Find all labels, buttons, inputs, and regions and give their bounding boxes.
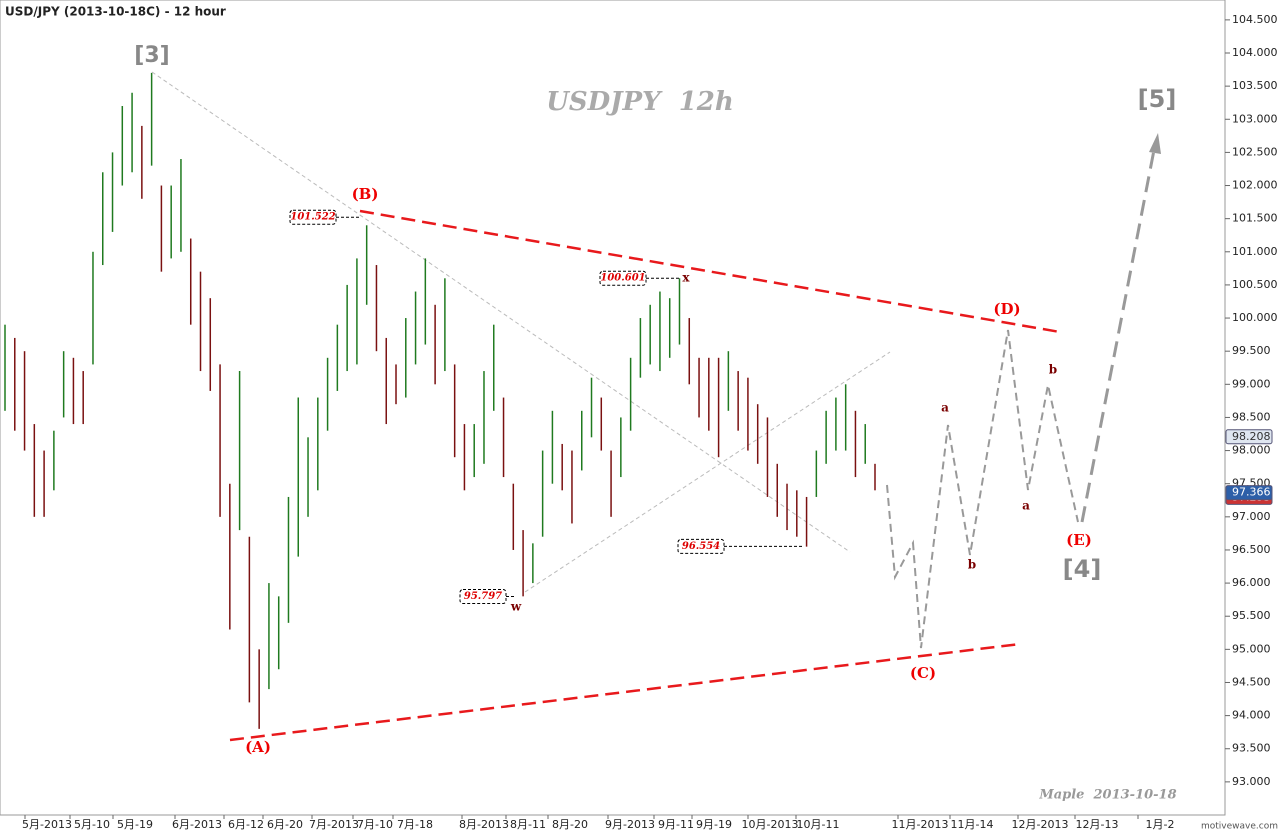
y-tick-label: 102.000 [1232,179,1278,192]
y-tick-label: 93.500 [1232,742,1271,755]
x-tick-label: 10月-11 [797,818,840,831]
x-tick-label: 6月-2013 [172,818,222,831]
x-tick-label: 10月-2013 [742,818,799,831]
x-tick-label: 9月-2013 [605,818,655,831]
wave-label: [5] [1138,85,1177,113]
x-tick-label: 1月-2 [1146,818,1175,831]
y-tick-label: 101.000 [1232,245,1278,258]
x-tick-label: 6月-12 [228,818,264,831]
wave-label: a [1022,499,1030,513]
x-tick-label: 8月-2013 [459,818,509,831]
x-tick-label: 5月-19 [117,818,153,831]
x-tick-label: 8月-20 [552,818,588,831]
y-tick-label: 97.000 [1232,510,1271,523]
price-box-label: 101.522 [290,212,335,223]
y-tick-label: 98.000 [1232,444,1271,457]
y-tick-label: 94.500 [1232,675,1271,688]
x-tick-label: 6月-20 [267,818,303,831]
x-tick-label: 12月-13 [1076,818,1119,831]
wave-label: [4] [1063,555,1102,583]
footer: motivewave.com [1201,822,1278,832]
y-tick-label: 101.500 [1232,212,1278,225]
y-tick-label: 95.000 [1232,642,1271,655]
chart-title: USD/JPY (2013-10-18C) - 12 hour [5,5,226,19]
y-tick-label: 103.500 [1232,79,1278,92]
wave-label: b [968,558,976,572]
projection-arrow [1080,149,1156,523]
x-tick-label: 7月-2013 [309,818,359,831]
x-tick-label: 11月-14 [951,818,994,831]
price-box [677,538,725,554]
wave-label: (C) [910,664,936,682]
price-marker [1225,485,1273,501]
watermark: USDJPY 12h [546,87,734,117]
price-box-label: 96.554 [682,541,720,552]
trend-line [524,351,891,593]
x-tick-label: 9月-19 [696,818,732,831]
y-tick-label: 96.500 [1232,543,1271,556]
wave-label: a [941,401,949,415]
price-box [459,589,507,605]
trend-line [151,71,851,553]
y-tick-label: 93.000 [1232,775,1271,788]
x-tick-label: 9月-11 [658,818,694,831]
wave-label: [3] [134,43,169,68]
y-tick-label: 99.500 [1232,344,1271,357]
triangle-upper [359,209,1061,334]
y-tick-label: 104.000 [1232,46,1278,59]
y-tick-label: 104.500 [1232,13,1278,26]
wave-label: (B) [352,185,379,203]
y-tick-label: 94.000 [1232,709,1271,722]
arrow-head [1149,133,1161,154]
price-marker-label: 98.208 [1232,430,1271,443]
signature: Maple 2013-10-18 [1038,788,1176,803]
x-tick-label: 11月-2013 [892,818,949,831]
price-box-label: 100.601 [600,273,645,284]
wave-label: (D) [993,300,1020,318]
price-marker-label: 97.366 [1232,486,1271,499]
wave-label: b [1049,363,1057,377]
y-tick-label: 100.000 [1232,311,1278,324]
x-tick-label: 5月-10 [74,818,110,831]
y-tick-label: 98.500 [1232,410,1271,423]
x-tick-label: 5月-2013 [22,818,72,831]
price-box [599,270,647,286]
wave-label: (A) [245,738,271,756]
wave-label: x [682,271,690,285]
price-box [289,209,337,225]
projection-path [886,329,1079,649]
x-tick-label: 12月-2013 [1012,818,1069,831]
triangle-lower [229,642,1021,742]
x-tick-label: 7月-10 [357,818,393,831]
y-tick-label: 100.500 [1232,278,1278,291]
wave-label: w [510,600,522,614]
plot-area [0,0,1226,816]
x-tick-label: 8月-11 [510,818,546,831]
y-tick-label: 102.500 [1232,145,1278,158]
price-marker [1225,429,1273,445]
y-tick-label: 99.000 [1232,377,1271,390]
wave-label: (E) [1066,531,1092,549]
y-tick-label: 96.000 [1232,576,1271,589]
y-tick-label: 95.500 [1232,609,1271,622]
price-box-label: 95.797 [464,591,502,602]
y-tick-label: 103.000 [1232,112,1278,125]
x-tick-label: 7月-18 [397,818,433,831]
